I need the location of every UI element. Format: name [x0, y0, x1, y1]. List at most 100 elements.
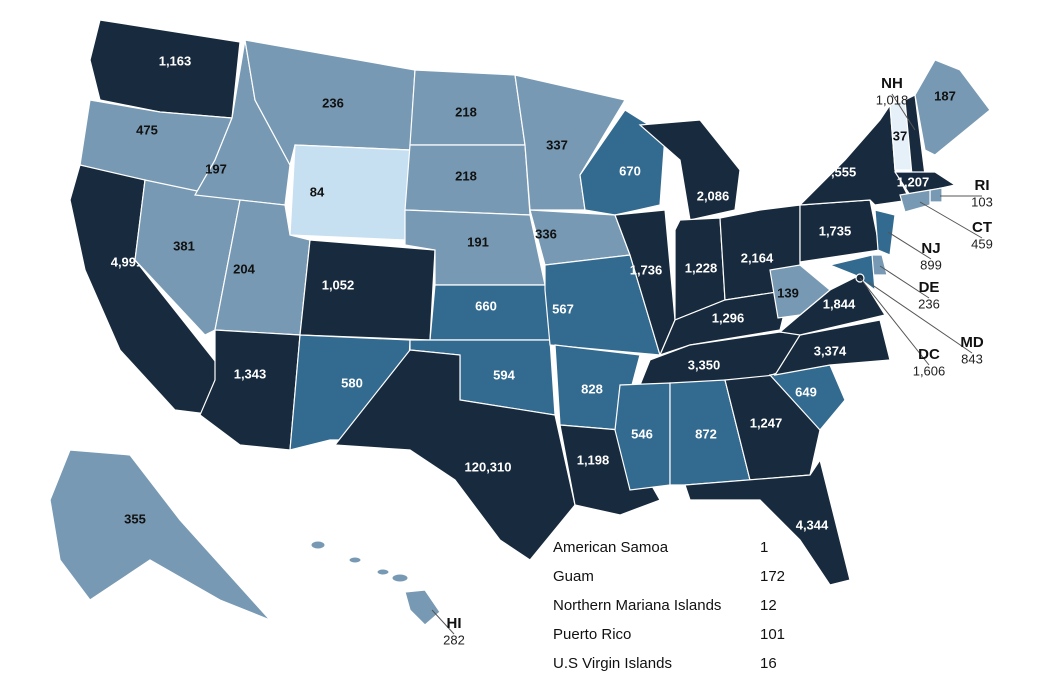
value-label: 120,310 — [465, 459, 512, 474]
value-label: 899 — [920, 257, 942, 272]
value-label: 1,228 — [685, 260, 718, 275]
region — [773, 319, 891, 376]
value-label: 3,555 — [824, 164, 857, 179]
region-name: NH — [881, 75, 903, 92]
value-label: 37 — [893, 128, 907, 143]
callout-line — [867, 281, 973, 354]
value-label: 843 — [961, 351, 983, 366]
island — [310, 540, 326, 550]
region — [914, 59, 991, 156]
region — [579, 109, 666, 216]
value-label: 1,247 — [750, 415, 783, 430]
region-name: HI — [447, 615, 462, 632]
value-label: 236 — [918, 296, 940, 311]
value-label: 218 — [455, 168, 477, 183]
region — [333, 349, 576, 561]
territory-value: 16 — [760, 655, 777, 672]
value-label: 191 — [467, 234, 489, 249]
territory-value: 172 — [760, 568, 785, 585]
value-label: 84 — [310, 184, 325, 199]
callout-line — [919, 201, 983, 239]
region — [929, 187, 943, 203]
territory-name: Puerto Rico — [553, 626, 631, 643]
value-label: 649 — [795, 384, 817, 399]
region-name: CT — [972, 219, 992, 236]
value-label: 828 — [581, 381, 603, 396]
value-label: 381 — [173, 238, 195, 253]
value-label: 103 — [971, 194, 993, 209]
value-label: 336 — [535, 226, 557, 241]
region — [49, 449, 271, 621]
value-label: 660 — [475, 298, 497, 313]
callout-line — [887, 231, 932, 260]
value-label: 459 — [971, 236, 993, 251]
value-label: 218 — [455, 104, 477, 119]
island — [391, 573, 409, 583]
value-label: 337 — [546, 137, 568, 152]
value-label: 594 — [493, 367, 515, 382]
value-label: 2,086 — [697, 188, 730, 203]
territory-value: 1 — [760, 539, 768, 556]
island — [348, 556, 362, 564]
value-label: 546 — [631, 426, 653, 441]
value-label: 567 — [552, 301, 574, 316]
callout-line — [859, 277, 930, 366]
region-name: MD — [960, 334, 983, 351]
value-label: 355 — [124, 511, 146, 526]
value-label: 475 — [136, 122, 158, 137]
value-label: 1,018 — [876, 92, 909, 107]
region — [289, 144, 411, 241]
territory-name: Guam — [553, 568, 594, 585]
value-label: 282 — [443, 632, 465, 647]
value-label: 4,344 — [796, 517, 829, 532]
territory-name: American Samoa — [553, 539, 669, 556]
value-label: 1,296 — [712, 310, 745, 325]
value-label: 1,052 — [322, 277, 355, 292]
value-label: 1,343 — [234, 366, 267, 381]
value-label: 1,207 — [897, 174, 930, 189]
region — [769, 264, 831, 319]
region — [299, 239, 436, 341]
territory-name: U.S Virgin Islands — [553, 655, 672, 672]
value-label: 670 — [619, 163, 641, 178]
callout-line — [891, 93, 916, 131]
region — [899, 189, 931, 213]
region — [559, 424, 661, 516]
value-label: 2,164 — [741, 250, 774, 265]
value-label: 872 — [695, 426, 717, 441]
value-label: 1,163 — [159, 53, 192, 68]
region — [199, 329, 301, 451]
island — [376, 568, 390, 576]
region — [893, 171, 957, 196]
region — [614, 382, 671, 491]
value-label: 3,374 — [814, 343, 847, 358]
territory-value: 12 — [760, 597, 777, 614]
value-label: 1,198 — [577, 452, 610, 467]
territory-name: Northern Mariana Islands — [553, 597, 721, 614]
value-label: 1,736 — [630, 262, 663, 277]
region — [828, 254, 876, 292]
value-label: 187 — [934, 88, 956, 103]
region — [404, 589, 441, 626]
value-label: 1,735 — [819, 223, 852, 238]
region — [684, 458, 851, 586]
value-label: 197 — [205, 161, 227, 176]
value-label: 236 — [322, 95, 344, 110]
region-name: NJ — [921, 240, 940, 257]
value-label: 139 — [777, 285, 799, 300]
region-name: DE — [919, 279, 940, 296]
callout-line — [879, 265, 930, 299]
value-label: 580 — [341, 375, 363, 390]
value-label: 1,606 — [913, 363, 946, 378]
region — [871, 254, 888, 276]
callout-line — [431, 609, 455, 635]
region-name: DC — [918, 346, 940, 363]
value-label: 3,350 — [688, 357, 721, 372]
territory-value: 101 — [760, 626, 785, 643]
region — [874, 209, 896, 256]
region-name: RI — [975, 177, 990, 194]
value-label: 204 — [233, 261, 255, 276]
region — [638, 119, 741, 221]
region — [544, 254, 661, 356]
